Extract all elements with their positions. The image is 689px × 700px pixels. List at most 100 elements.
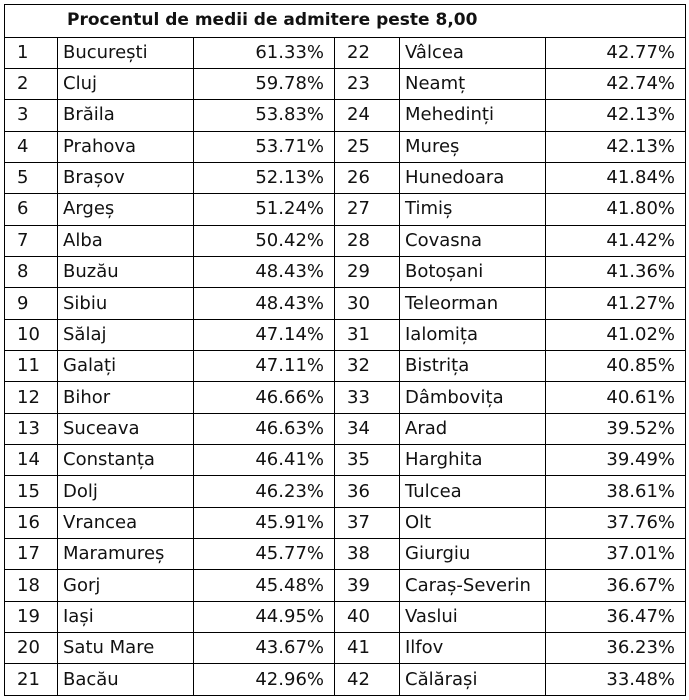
- right-percent-cell: 42.77%: [544, 36, 687, 69]
- left-county-cell: Prahova: [57, 130, 194, 163]
- left-rank-cell: 17: [4, 538, 58, 571]
- left-rank-cell: 21: [4, 663, 58, 696]
- right-county-cell: Ilfov: [399, 632, 546, 665]
- left-rank-cell: 4: [4, 130, 58, 163]
- left-percent-cell: 43.67%: [193, 632, 335, 665]
- right-percent-cell: 41.84%: [544, 161, 687, 195]
- right-county-cell: Arad: [399, 412, 546, 446]
- right-rank-cell: 39: [334, 569, 400, 602]
- right-county-cell: Mureș: [399, 130, 546, 163]
- right-rank-cell: 32: [334, 350, 400, 383]
- right-percent-cell: 39.49%: [544, 444, 687, 477]
- left-county-cell: București: [57, 36, 194, 69]
- left-percent-cell: 48.43%: [193, 255, 335, 289]
- right-county-cell: Ialomița: [399, 318, 546, 352]
- right-rank-cell: 31: [334, 318, 400, 352]
- right-percent-cell: 36.23%: [544, 632, 687, 665]
- left-county-cell: Constanța: [57, 444, 194, 477]
- right-rank-cell: 42: [334, 663, 400, 696]
- table-row: 21 Bacău 42.96% 42 Călărași 33.48%: [4, 663, 687, 696]
- right-percent-cell: 36.47%: [544, 600, 687, 634]
- right-percent-cell: 41.42%: [544, 224, 687, 257]
- left-rank-cell: 2: [4, 67, 58, 101]
- right-county-cell: Harghita: [399, 444, 546, 477]
- left-rank-cell: 20: [4, 632, 58, 665]
- left-percent-cell: 53.83%: [193, 99, 335, 132]
- table-row: 2 Cluj 59.78% 23 Neamț 42.74%: [4, 67, 687, 101]
- table-row: 9 Sibiu 48.43% 30 Teleorman 41.27%: [4, 287, 687, 320]
- table-row: 4 Prahova 53.71% 25 Mureș 42.13%: [4, 130, 687, 163]
- right-county-cell: Tulcea: [399, 475, 546, 508]
- left-percent-cell: 45.77%: [193, 538, 335, 571]
- right-rank-cell: 37: [334, 506, 400, 540]
- left-percent-cell: 46.23%: [193, 475, 335, 508]
- left-percent-cell: 46.63%: [193, 412, 335, 446]
- right-county-cell: Vâlcea: [399, 36, 546, 69]
- left-county-cell: Satu Mare: [57, 632, 194, 665]
- left-county-cell: Brăila: [57, 99, 194, 132]
- left-rank-cell: 9: [4, 287, 58, 320]
- right-rank-cell: 28: [334, 224, 400, 257]
- table-row: 6 Argeș 51.24% 27 Timiș 41.80%: [4, 193, 687, 226]
- right-rank-cell: 24: [334, 99, 400, 132]
- right-rank-cell: 33: [334, 381, 400, 414]
- left-county-cell: Argeș: [57, 193, 194, 226]
- right-percent-cell: 33.48%: [544, 663, 687, 696]
- table-row: 11 Galați 47.11% 32 Bistrița 40.85%: [4, 350, 687, 383]
- right-rank-cell: 38: [334, 538, 400, 571]
- left-percent-cell: 51.24%: [193, 193, 335, 226]
- left-percent-cell: 46.41%: [193, 444, 335, 477]
- table-row: 5 Brașov 52.13% 26 Hunedoara 41.84%: [4, 161, 687, 195]
- left-percent-cell: 42.96%: [193, 663, 335, 696]
- right-percent-cell: 38.61%: [544, 475, 687, 508]
- left-county-cell: Buzău: [57, 255, 194, 289]
- right-percent-cell: 41.02%: [544, 318, 687, 352]
- right-percent-cell: 42.13%: [544, 99, 687, 132]
- table-row: 15 Dolj 46.23% 36 Tulcea 38.61%: [4, 475, 687, 508]
- left-county-cell: Alba: [57, 224, 194, 257]
- right-county-cell: Giurgiu: [399, 538, 546, 571]
- left-county-cell: Brașov: [57, 161, 194, 195]
- right-county-cell: Neamț: [399, 67, 546, 101]
- right-percent-cell: 41.36%: [544, 255, 687, 289]
- right-county-cell: Vaslui: [399, 600, 546, 634]
- left-rank-cell: 16: [4, 506, 58, 540]
- right-rank-cell: 41: [334, 632, 400, 665]
- table-row: 7 Alba 50.42% 28 Covasna 41.42%: [4, 224, 687, 257]
- right-rank-cell: 35: [334, 444, 400, 477]
- left-percent-cell: 48.43%: [193, 287, 335, 320]
- right-percent-cell: 41.27%: [544, 287, 687, 320]
- left-percent-cell: 45.91%: [193, 506, 335, 540]
- right-county-cell: Hunedoara: [399, 161, 546, 195]
- left-county-cell: Sibiu: [57, 287, 194, 320]
- admission-table: Procentul de medii de admitere peste 8,0…: [3, 4, 687, 696]
- table-row: 3 Brăila 53.83% 24 Mehedinți 42.13%: [4, 99, 687, 132]
- left-percent-cell: 52.13%: [193, 161, 335, 195]
- left-rank-cell: 15: [4, 475, 58, 508]
- right-county-cell: Călărași: [399, 663, 546, 696]
- right-rank-cell: 26: [334, 161, 400, 195]
- left-rank-cell: 3: [4, 99, 58, 132]
- left-rank-cell: 5: [4, 161, 58, 195]
- left-county-cell: Iași: [57, 600, 194, 634]
- right-county-cell: Timiș: [399, 193, 546, 226]
- right-percent-cell: 37.01%: [544, 538, 687, 571]
- table-row: 16 Vrancea 45.91% 37 Olt 37.76%: [4, 506, 687, 540]
- right-county-cell: Teleorman: [399, 287, 546, 320]
- right-percent-cell: 42.13%: [544, 130, 687, 163]
- table-row: 13 Suceava 46.63% 34 Arad 39.52%: [4, 412, 687, 446]
- right-rank-cell: 40: [334, 600, 400, 634]
- right-percent-cell: 42.74%: [544, 67, 687, 101]
- right-county-cell: Bistrița: [399, 350, 546, 383]
- left-rank-cell: 11: [4, 350, 58, 383]
- right-percent-cell: 40.61%: [544, 381, 687, 414]
- left-county-cell: Sălaj: [57, 318, 194, 352]
- left-county-cell: Vrancea: [57, 506, 194, 540]
- table-row: 20 Satu Mare 43.67% 41 Ilfov 36.23%: [4, 632, 687, 665]
- table-row: 14 Constanța 46.41% 35 Harghita 39.49%: [4, 444, 687, 477]
- right-percent-cell: 37.76%: [544, 506, 687, 540]
- left-percent-cell: 45.48%: [193, 569, 335, 602]
- left-rank-cell: 6: [4, 193, 58, 226]
- right-percent-cell: 41.80%: [544, 193, 687, 226]
- left-rank-cell: 12: [4, 381, 58, 414]
